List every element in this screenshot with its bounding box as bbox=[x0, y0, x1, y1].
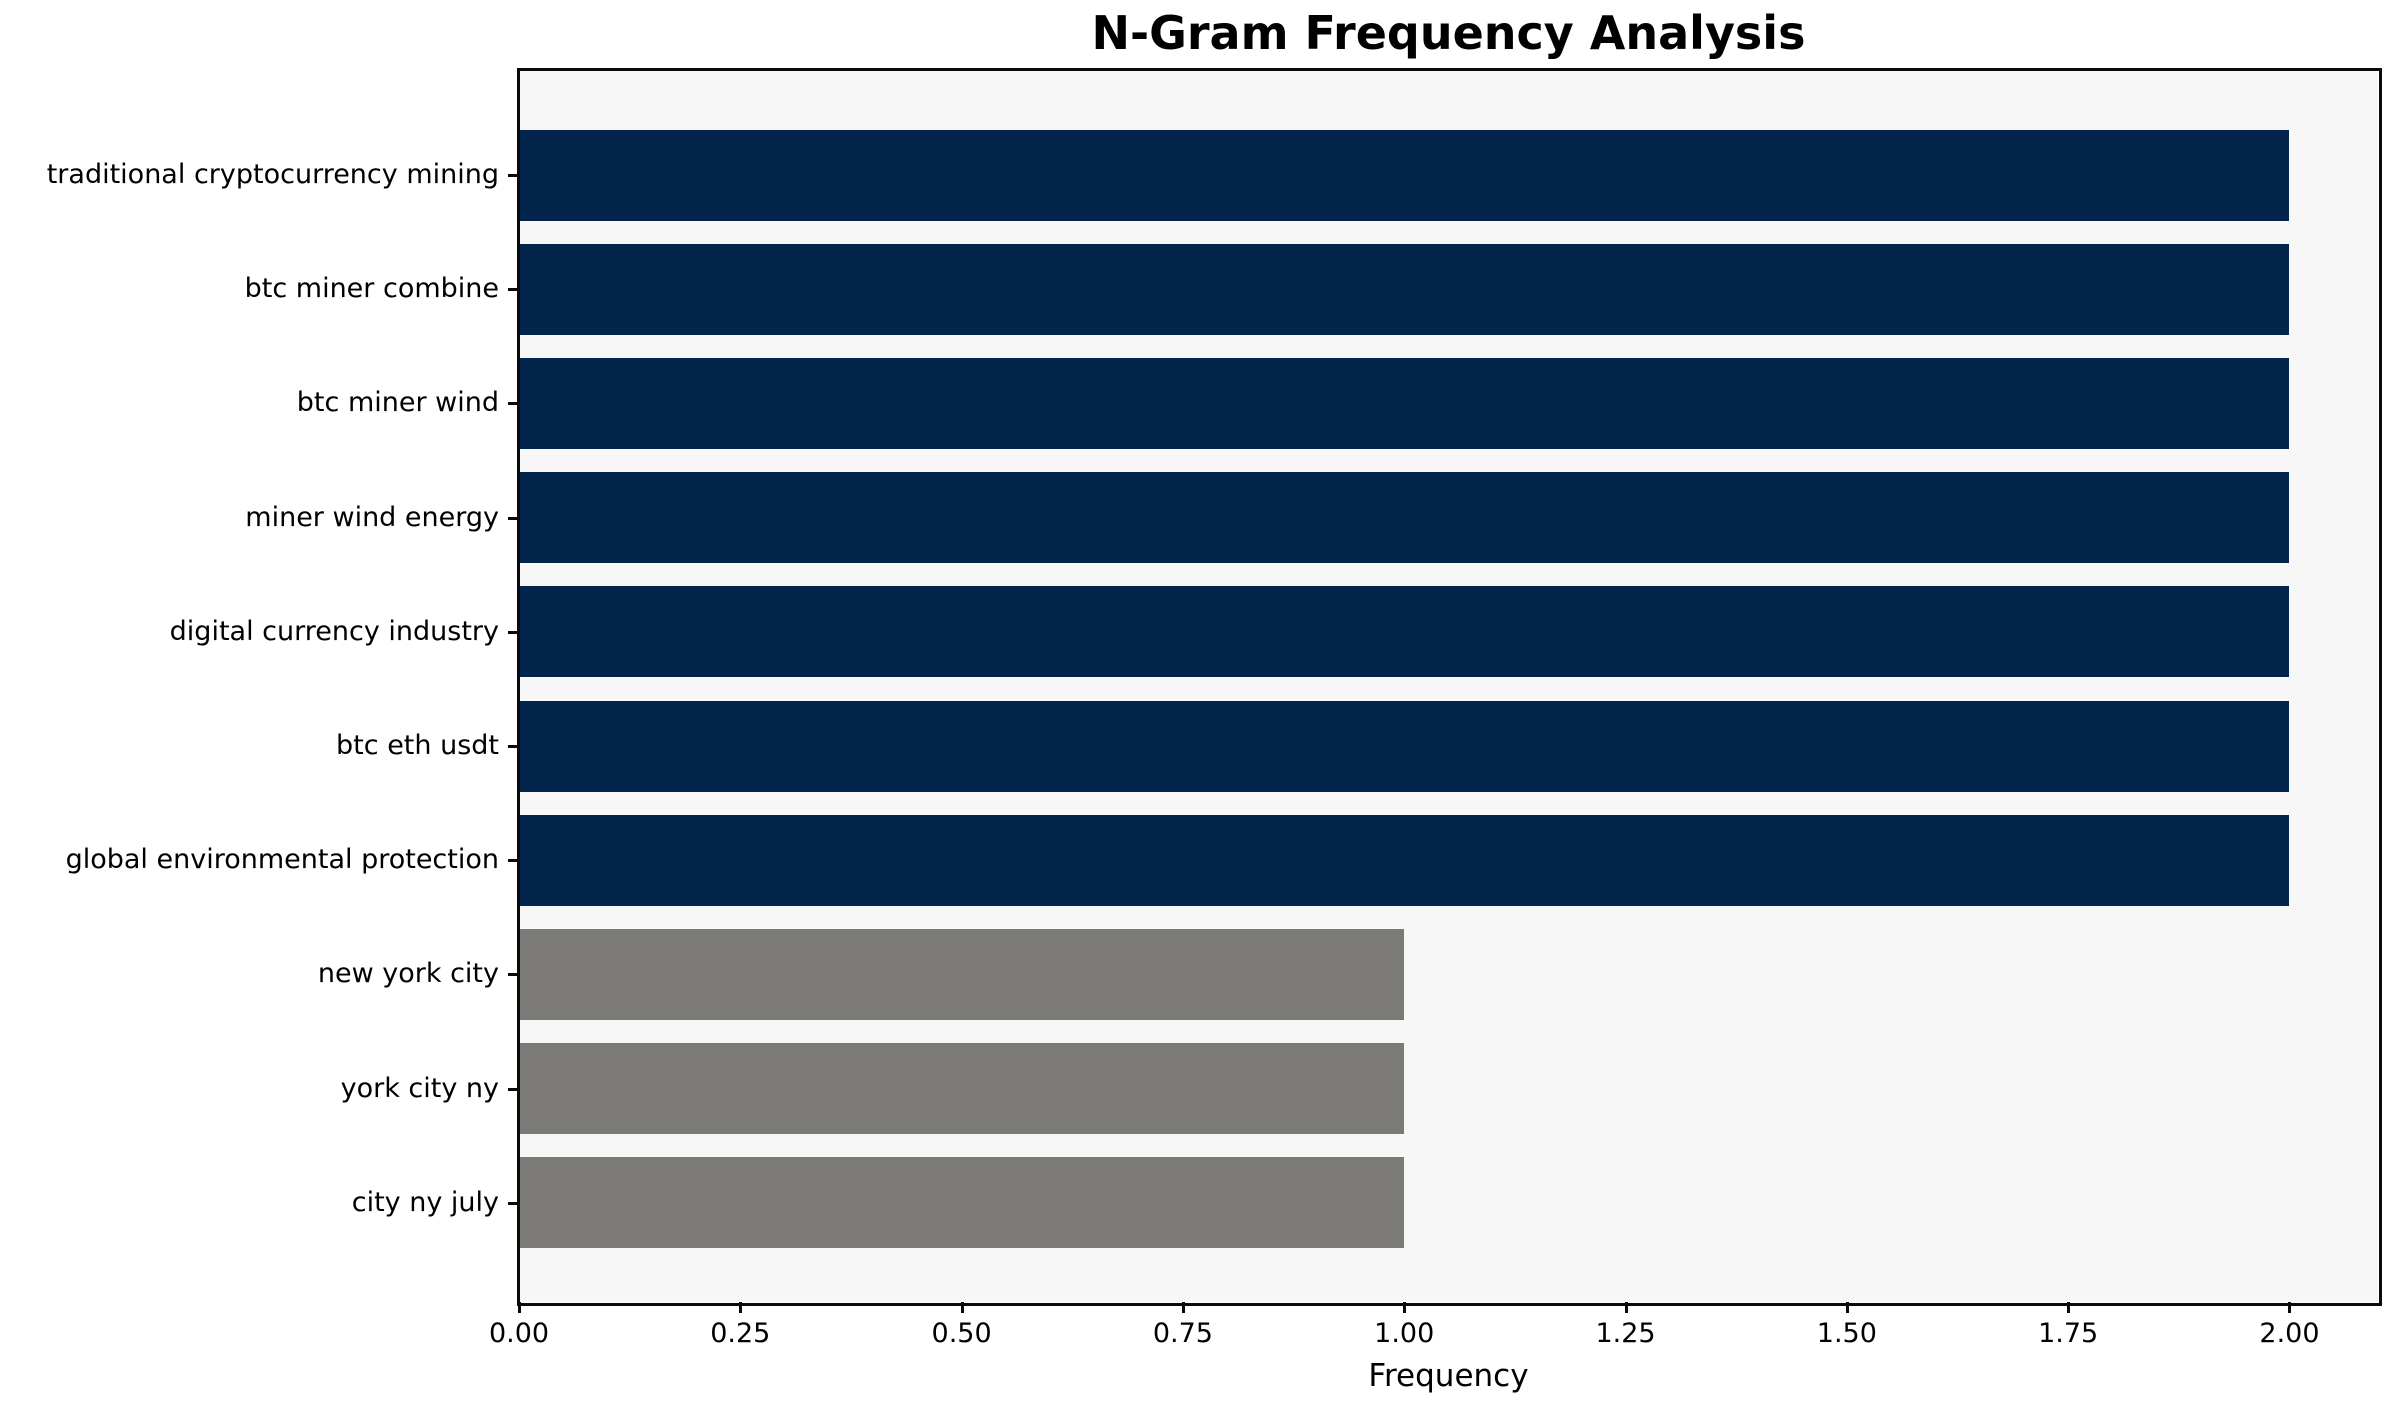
y-tick-label-digital-currency-industry: digital currency industry bbox=[169, 615, 499, 647]
x-tick-label-0.00: 0.00 bbox=[488, 1318, 550, 1349]
bar-digital-currency-industry bbox=[519, 586, 2290, 678]
bar-miner-wind-energy bbox=[519, 472, 2290, 564]
y-tick-mark bbox=[508, 630, 519, 634]
x-tick-mark bbox=[2288, 1302, 2292, 1313]
x-tick-label-1.75: 1.75 bbox=[2038, 1318, 2099, 1349]
x-tick-mark bbox=[960, 1302, 964, 1313]
y-tick-label-city-ny-july: city ny july bbox=[351, 1186, 499, 1218]
y-tick-label-new-york-city: new york city bbox=[317, 958, 499, 990]
y-tick-label-traditional-cryptocurrency-mining: traditional cryptocurrency mining bbox=[46, 159, 499, 190]
y-tick-mark bbox=[508, 402, 519, 406]
x-tick-label-1.25: 1.25 bbox=[1595, 1318, 1656, 1349]
bar-btc-miner-combine bbox=[519, 243, 2290, 335]
x-tick-mark bbox=[1624, 1302, 1628, 1313]
x-tick-mark bbox=[1845, 1302, 1849, 1313]
bar-global-environmental-protection bbox=[519, 814, 2290, 906]
y-tick-mark bbox=[508, 174, 519, 177]
x-axis-label: Frequency bbox=[1368, 1358, 1529, 1394]
y-tick-mark bbox=[508, 745, 519, 748]
x-tick-mark bbox=[2067, 1302, 2071, 1313]
y-tick-mark bbox=[508, 1201, 519, 1205]
bar-new-york-city bbox=[519, 928, 1405, 1020]
y-tick-label-btc-miner-combine: btc miner combine bbox=[244, 273, 499, 305]
bar-btc-miner-wind bbox=[519, 357, 2290, 449]
x-tick-mark bbox=[1181, 1302, 1185, 1313]
y-tick-label-btc-eth-usdt: btc eth usdt bbox=[336, 730, 499, 761]
y-tick-mark bbox=[508, 516, 519, 520]
bar-york-city-ny bbox=[519, 1043, 1405, 1135]
y-tick-label-miner-wind-energy: miner wind energy bbox=[245, 501, 499, 533]
bar-btc-eth-usdt bbox=[519, 700, 2290, 792]
x-tick-mark bbox=[1403, 1302, 1407, 1313]
y-tick-mark bbox=[508, 288, 519, 292]
x-tick-mark bbox=[739, 1302, 743, 1313]
chart-title: N-Gram Frequency Analysis bbox=[1091, 6, 1806, 60]
x-tick-label-0.75: 0.75 bbox=[1152, 1318, 1213, 1349]
bar-traditional-cryptocurrency-mining bbox=[519, 129, 2290, 221]
x-tick-label-0.50: 0.50 bbox=[931, 1318, 992, 1349]
y-tick-label-york-city-ny: york city ny bbox=[340, 1072, 499, 1104]
x-tick-label-0.25: 0.25 bbox=[710, 1318, 771, 1349]
y-tick-mark bbox=[508, 1087, 519, 1091]
y-tick-label-btc-miner-wind: btc miner wind bbox=[296, 387, 499, 419]
y-tick-mark bbox=[508, 859, 519, 863]
x-tick-mark bbox=[518, 1302, 521, 1313]
plot-area bbox=[519, 70, 2378, 1302]
x-tick-label-1.50: 1.50 bbox=[1816, 1318, 1877, 1349]
x-tick-label-1.00: 1.00 bbox=[1374, 1318, 1435, 1349]
y-tick-label-global-environmental-protection: global environmental protection bbox=[65, 844, 499, 876]
y-tick-mark bbox=[508, 973, 519, 977]
bar-city-ny-july bbox=[519, 1157, 1405, 1249]
x-tick-label-2.00: 2.00 bbox=[2259, 1318, 2320, 1349]
